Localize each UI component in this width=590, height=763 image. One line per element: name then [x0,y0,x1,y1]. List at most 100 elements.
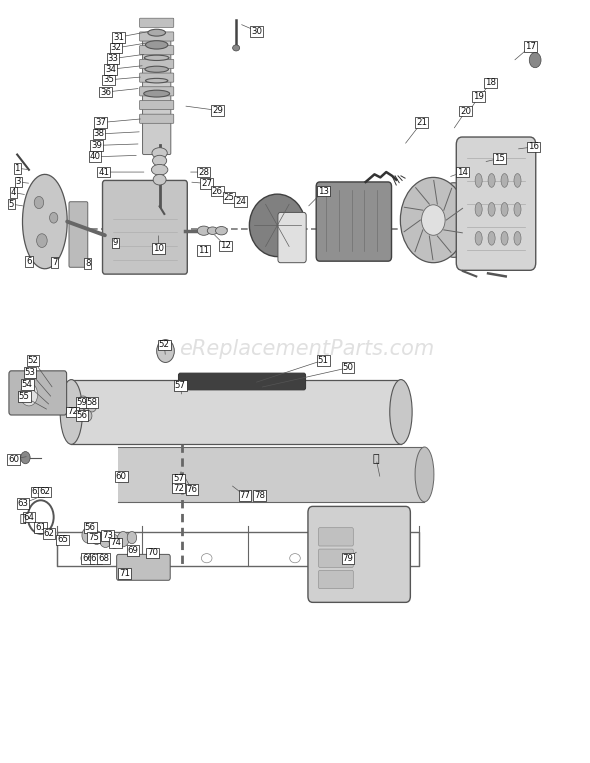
Circle shape [20,383,38,406]
Text: 54: 54 [22,380,32,389]
Circle shape [127,532,137,544]
FancyBboxPatch shape [69,201,88,267]
Ellipse shape [514,173,521,187]
Ellipse shape [372,554,383,563]
Text: 62: 62 [44,530,54,539]
Ellipse shape [153,174,166,185]
Circle shape [117,532,129,547]
Text: 16: 16 [528,143,539,151]
Ellipse shape [501,231,508,245]
Text: 32: 32 [110,43,122,53]
FancyBboxPatch shape [140,60,173,69]
Text: 50: 50 [342,363,353,372]
Text: 31: 31 [113,33,124,42]
FancyBboxPatch shape [319,571,353,589]
Text: 30: 30 [251,27,262,36]
Text: 38: 38 [93,130,104,138]
Text: Ⓑ: Ⓑ [373,454,379,464]
Ellipse shape [201,554,212,563]
FancyBboxPatch shape [140,46,173,55]
Text: 4: 4 [11,188,17,197]
Text: 60: 60 [8,455,19,464]
Polygon shape [22,175,67,269]
Text: 7: 7 [52,258,58,267]
FancyBboxPatch shape [119,447,424,502]
Text: 9: 9 [113,238,118,247]
Ellipse shape [153,156,167,166]
Ellipse shape [501,202,508,216]
Circle shape [21,452,30,464]
Ellipse shape [232,45,240,51]
Text: 14: 14 [457,168,468,176]
Text: 25: 25 [224,193,235,201]
Circle shape [421,204,445,235]
Circle shape [34,196,44,208]
Ellipse shape [60,380,83,444]
Text: 37: 37 [95,118,106,127]
Text: 77: 77 [240,491,251,501]
Text: 24: 24 [235,198,247,206]
Text: 26: 26 [212,187,223,195]
Text: 71: 71 [119,569,130,578]
Ellipse shape [488,231,495,245]
Text: 13: 13 [318,187,329,195]
Ellipse shape [148,29,166,36]
Text: 69: 69 [127,546,139,555]
Circle shape [529,53,541,68]
Text: 67: 67 [90,554,101,562]
Text: 41: 41 [98,168,109,176]
FancyBboxPatch shape [140,114,173,124]
Text: 12: 12 [220,241,231,250]
Ellipse shape [390,380,412,444]
Circle shape [87,400,97,412]
Text: 56: 56 [77,411,87,420]
Ellipse shape [152,165,168,175]
Text: 74: 74 [110,539,121,548]
FancyBboxPatch shape [456,137,536,270]
Text: 59: 59 [77,398,87,407]
Ellipse shape [290,554,300,563]
Circle shape [100,533,112,548]
FancyBboxPatch shape [9,371,67,415]
Text: 34: 34 [105,65,116,74]
Text: 55: 55 [19,392,30,401]
FancyBboxPatch shape [319,549,353,568]
FancyBboxPatch shape [117,555,170,581]
Ellipse shape [146,40,168,49]
Ellipse shape [125,554,136,563]
Ellipse shape [488,173,495,187]
Text: 17: 17 [525,42,536,51]
Text: 27: 27 [201,179,212,188]
Text: 20: 20 [460,107,471,116]
Text: eReplacementParts.com: eReplacementParts.com [179,339,434,359]
Circle shape [82,528,94,543]
Ellipse shape [514,231,521,245]
Ellipse shape [250,194,305,256]
Ellipse shape [144,90,170,97]
Ellipse shape [207,227,218,234]
Ellipse shape [81,554,91,563]
Circle shape [157,340,174,362]
Ellipse shape [475,231,482,245]
Text: 21: 21 [416,118,427,127]
FancyBboxPatch shape [143,34,171,155]
Text: 73: 73 [102,531,113,540]
Ellipse shape [514,202,521,216]
Circle shape [50,212,58,223]
Text: 57: 57 [173,475,184,484]
Text: 1: 1 [14,164,20,172]
FancyBboxPatch shape [103,180,187,274]
Text: Ⓑ: Ⓑ [19,513,27,523]
FancyBboxPatch shape [178,373,306,390]
Text: 29: 29 [212,106,223,115]
Text: 28: 28 [198,168,209,176]
Text: 72: 72 [67,407,78,417]
FancyBboxPatch shape [278,212,306,262]
Text: 65: 65 [57,536,68,545]
Circle shape [109,535,120,549]
Text: 57: 57 [175,381,186,390]
Ellipse shape [475,202,482,216]
Ellipse shape [434,182,474,257]
Ellipse shape [415,447,434,502]
Circle shape [78,396,88,410]
